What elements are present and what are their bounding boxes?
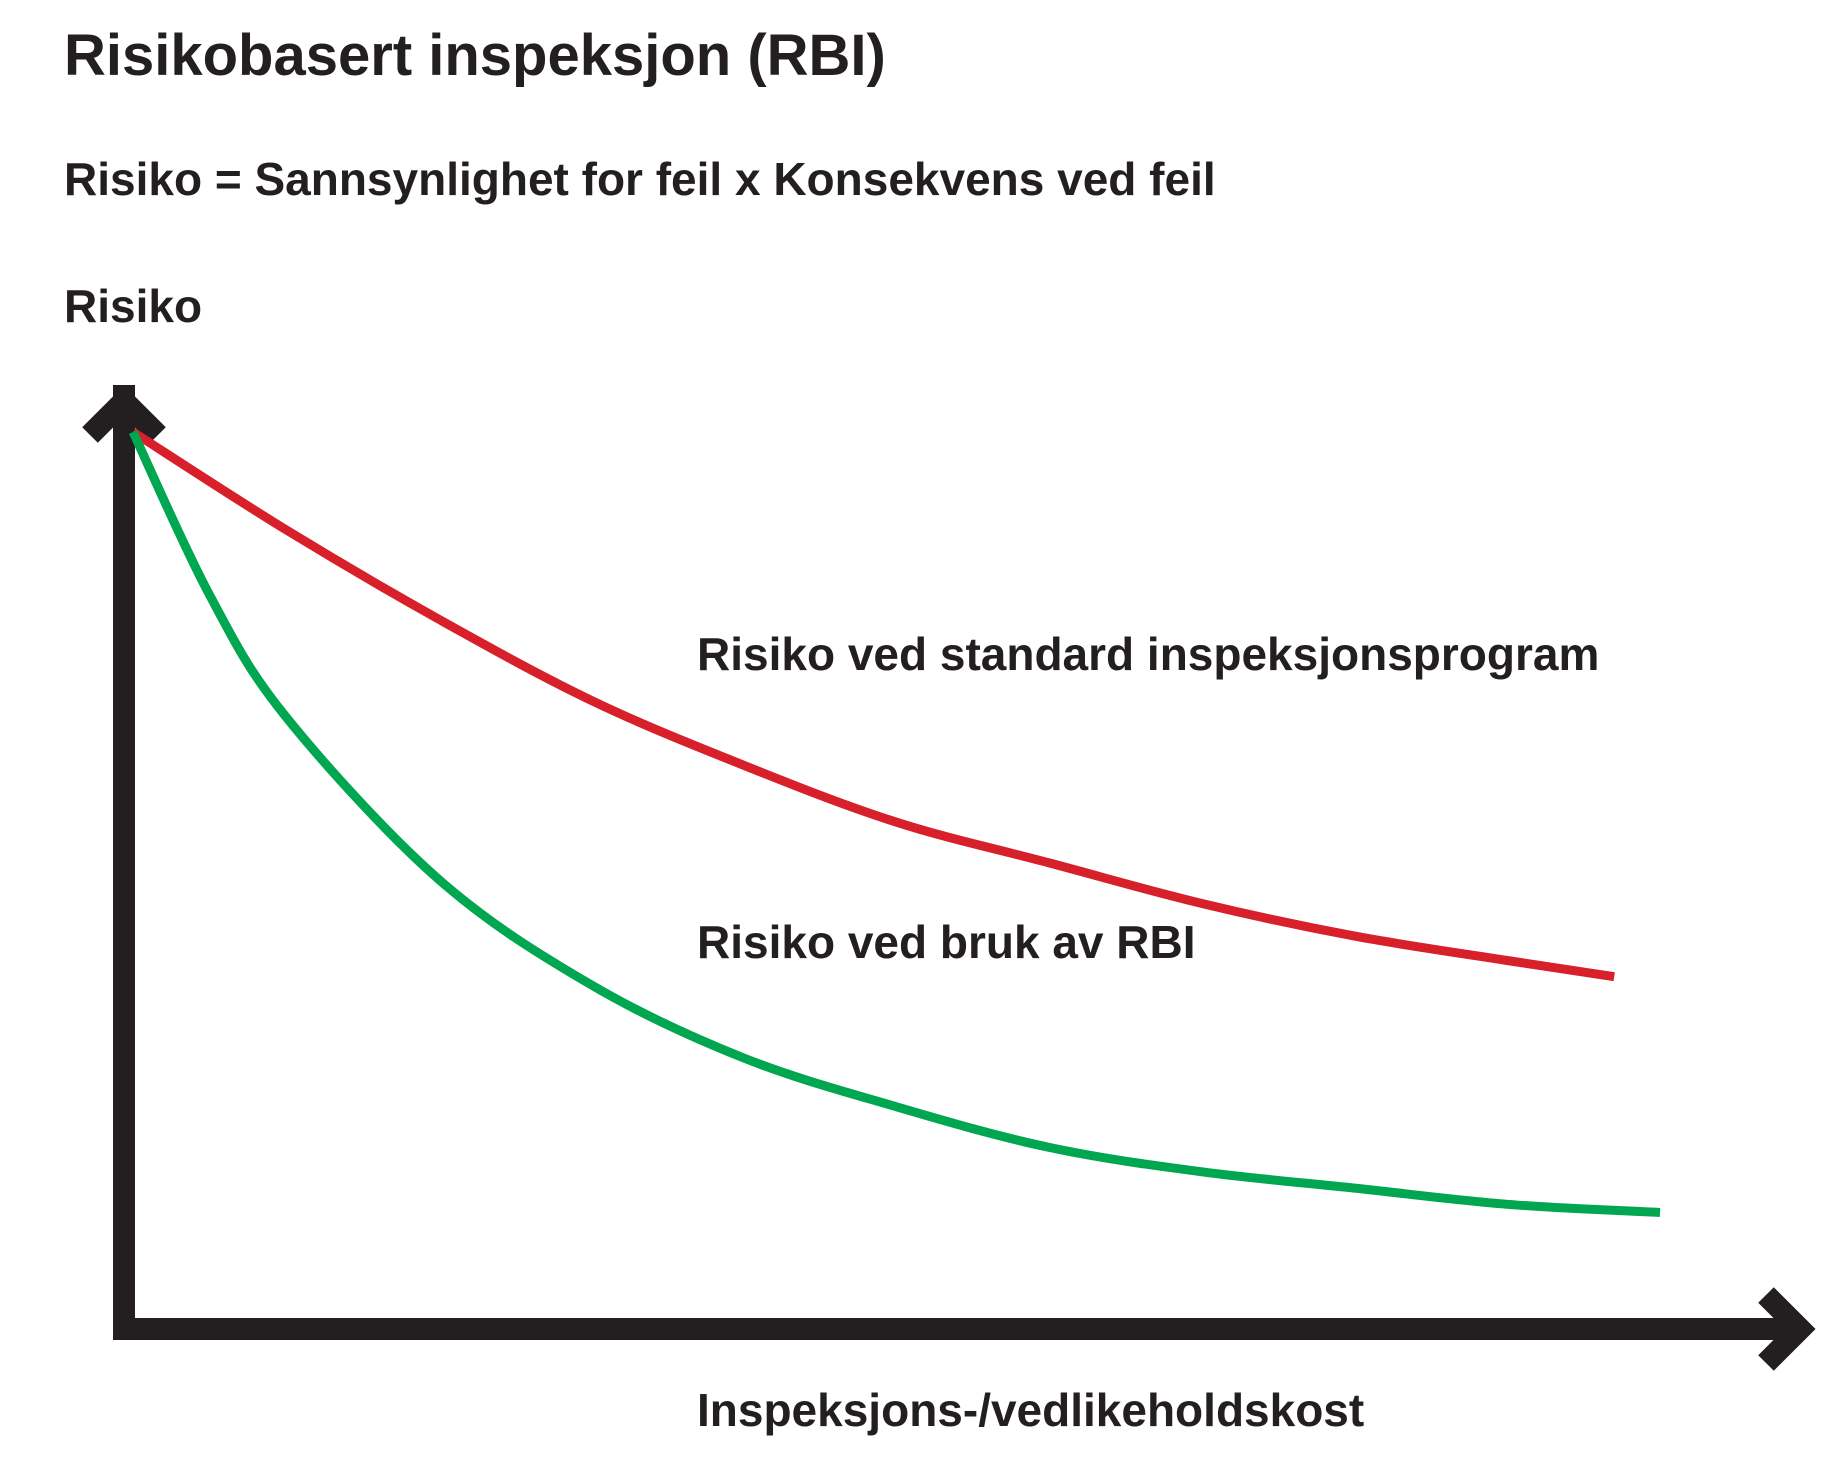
series-layer [128, 428, 1661, 1217]
x-axis-arrowhead [1758, 1287, 1816, 1371]
x-axis-label: Inspeksjons-/vedlikeholdskost [697, 1384, 1364, 1436]
series-label-rbi: Risiko ved bruk av RBI [697, 916, 1196, 968]
series-line-rbi [128, 430, 1661, 1217]
chart-formula: Risiko = Sannsynlighet for feil x Konsek… [64, 153, 1216, 205]
y-axis-label: Risiko [64, 280, 202, 332]
series-label-standard: Risiko ved standard inspeksjonsprogram [697, 628, 1599, 680]
y-axis-arrowhead [82, 385, 166, 443]
chart-title: Risikobasert inspeksjon (RBI) [64, 23, 886, 88]
series-line-standard [130, 428, 1615, 982]
